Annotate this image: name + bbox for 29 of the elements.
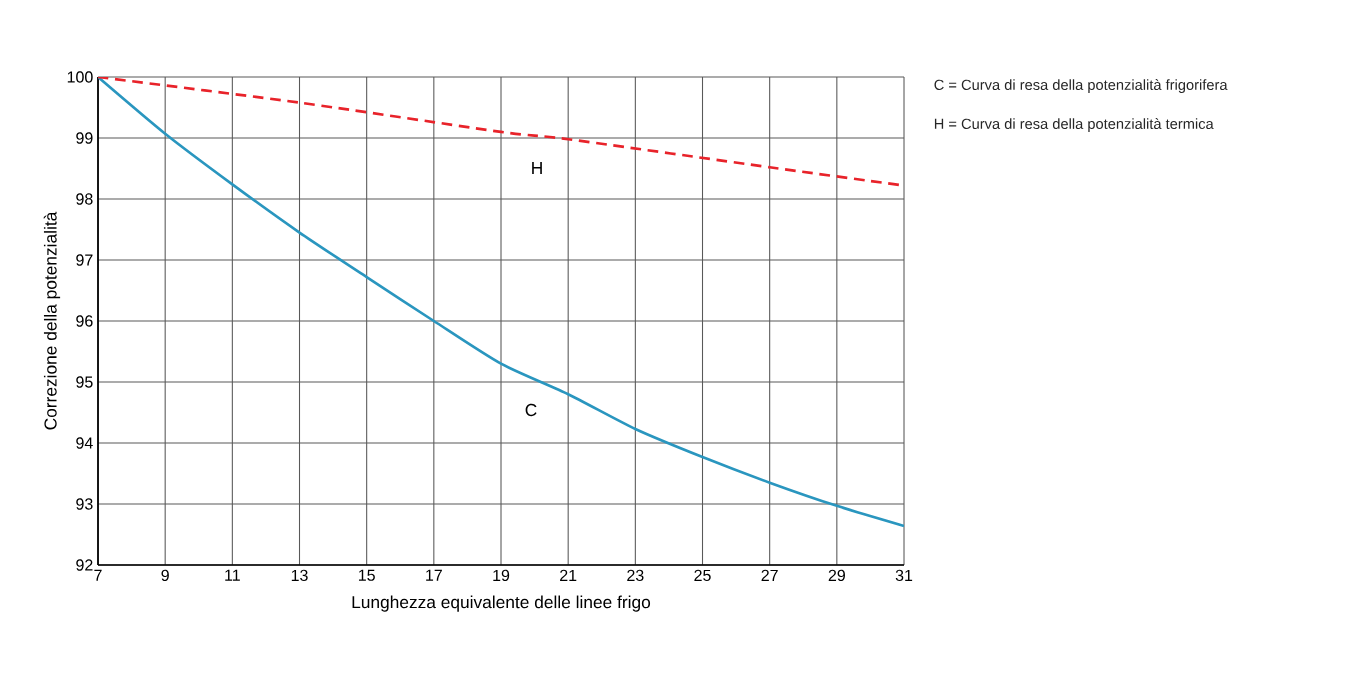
x-axis-title: Lunghezza equivalente delle linee frigo <box>352 595 651 612</box>
y-tick-label: 92 <box>76 559 93 571</box>
x-tick-label: 19 <box>493 569 510 582</box>
x-tick-label: 13 <box>291 569 308 582</box>
y-tick-label: 96 <box>76 315 93 327</box>
y-tick-label: 95 <box>76 376 93 388</box>
x-tick-label: 11 <box>225 569 240 581</box>
x-tick-label: 21 <box>560 569 577 581</box>
x-tick-label: 29 <box>828 569 845 582</box>
y-tick-label: 93 <box>76 498 93 510</box>
text: C = Curva di resa della potenzialità frigorifera <box>934 79 1228 93</box>
x-tick-label: 17 <box>426 569 442 581</box>
y-tick-label: 98 <box>76 193 93 205</box>
x-tick-label: 7 <box>94 569 102 581</box>
x-tick-label: 15 <box>358 569 375 581</box>
y-tick-label: 100 <box>67 71 93 83</box>
y-axis-title: Correzione della potenzialità <box>43 211 61 430</box>
annotation: C <box>525 403 537 417</box>
y-tick-label: 94 <box>76 437 93 449</box>
x-tick-label: 25 <box>694 569 711 582</box>
y-tick-label: 97 <box>76 254 93 266</box>
x-tick-label: 23 <box>627 569 644 582</box>
annotation: H <box>532 162 542 174</box>
y-tick-label: 99 <box>76 132 93 144</box>
text: H = Curva di resa della potenzialità termica <box>934 118 1214 132</box>
x-tick-label: 27 <box>761 569 778 581</box>
x-tick-label: 31 <box>895 569 913 582</box>
x-tick-label: 9 <box>161 569 169 582</box>
line-series <box>98 77 905 528</box>
